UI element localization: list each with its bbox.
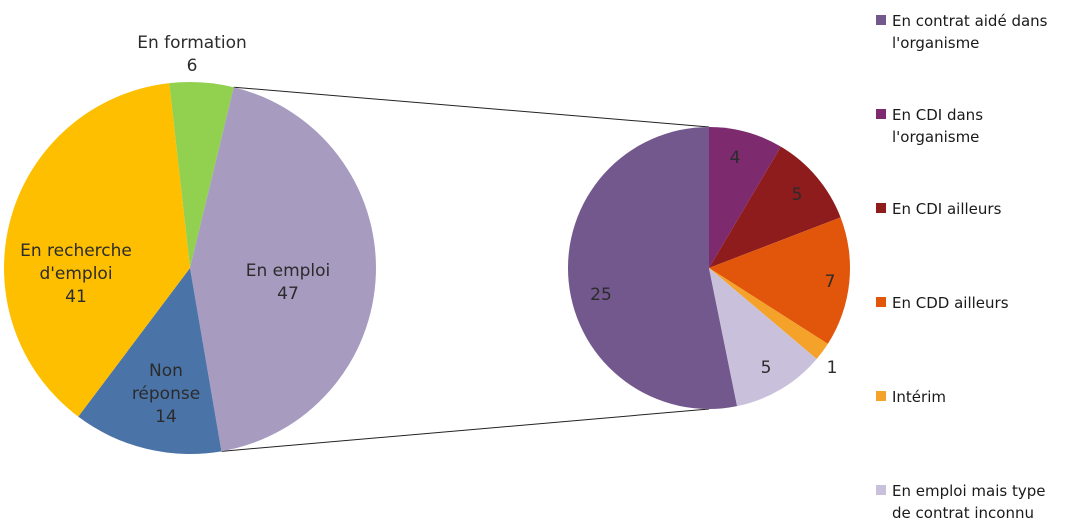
legend-label-line: En CDI ailleurs bbox=[892, 200, 1002, 218]
sub-slice-en-cdi-dans-l-organisme bbox=[709, 127, 781, 268]
sub-slice-en-cdi-ailleurs bbox=[709, 146, 841, 268]
connector-bottom bbox=[221, 408, 710, 452]
legend-label-line: En CDI dans bbox=[892, 106, 984, 124]
legend-item-en-contrat-aide-dans-l-organisme: En contrat aidé dans l'organisme bbox=[876, 10, 1075, 54]
legend-item-interim: Intérim bbox=[876, 386, 1075, 408]
main-label-en-emploi: En emploi 47 bbox=[246, 261, 331, 304]
legend-item-en-cdi-dans-l-organisme: En CDI dans l'organisme bbox=[876, 104, 1075, 148]
legend-label: En CDI ailleurs bbox=[892, 198, 1001, 220]
main-label-en-formation: En formation 6 bbox=[137, 33, 247, 76]
sub-value-label: 5 bbox=[792, 185, 803, 205]
legend-label-line: En CDD ailleurs bbox=[892, 294, 1009, 312]
legend-label: En contrat aidé dans l'organisme bbox=[892, 10, 1048, 54]
legend-item-en-emploi-mais-type-de-contrat-inconnu: En emploi mais type de contrat inconnu bbox=[876, 480, 1075, 524]
legend-label: En emploi mais type de contrat inconnu bbox=[892, 480, 1045, 524]
connector-top bbox=[233, 86, 710, 128]
legend-item-en-cdd-ailleurs: En CDD ailleurs bbox=[876, 292, 1075, 314]
main-slice-non-reponse bbox=[78, 268, 222, 454]
sub-value-label: 5 bbox=[761, 358, 772, 378]
legend-swatch bbox=[876, 203, 886, 213]
sub-slice-en-emploi-mais-type-de-contrat-inconnu bbox=[709, 268, 817, 407]
legend-label-line: En emploi mais type bbox=[892, 482, 1046, 500]
sub-value-label: 25 bbox=[590, 285, 612, 305]
legend-label: En CDD ailleurs bbox=[892, 292, 1009, 314]
legend-swatch bbox=[876, 15, 886, 25]
sub-slice-en-contrat-aide-dans-l-organisme bbox=[567, 127, 738, 409]
legend-item-en-cdi-ailleurs: En CDI ailleurs bbox=[876, 198, 1075, 220]
legend-label-line: l'organisme bbox=[892, 34, 980, 52]
main-slice-en-recherche-d-emploi bbox=[4, 83, 190, 417]
legend-label: Intérim bbox=[892, 386, 946, 408]
legend-swatch bbox=[876, 391, 886, 401]
sub-slice-en-cdd-ailleurs bbox=[709, 217, 851, 344]
main-slice-en-emploi bbox=[190, 87, 376, 452]
legend-swatch bbox=[876, 297, 886, 307]
legend-label-line: Intérim bbox=[892, 388, 946, 406]
sub-value-label: 1 bbox=[827, 358, 838, 378]
main-label-en-recherche-d-emploi: En recherche d'emploi 41 bbox=[20, 241, 132, 307]
sub-value-label: 7 bbox=[825, 272, 836, 292]
main-slice-en-formation bbox=[169, 82, 234, 269]
legend-label-line: l'organisme bbox=[892, 128, 980, 146]
main-label-non-reponse: Non réponse 14 bbox=[132, 361, 200, 427]
legend-label-line: de contrat inconnu bbox=[892, 504, 1034, 522]
legend-label: En CDI dans l'organisme bbox=[892, 104, 983, 148]
legend-swatch bbox=[876, 109, 886, 119]
secondary-pie bbox=[567, 127, 851, 409]
sub-slice-interim bbox=[709, 268, 828, 360]
connector-lines bbox=[221, 86, 710, 452]
legend-swatch bbox=[876, 485, 886, 495]
sub-value-label: 4 bbox=[730, 148, 741, 168]
main-pie bbox=[4, 82, 376, 454]
legend-label-line: En contrat aidé dans bbox=[892, 12, 1048, 30]
